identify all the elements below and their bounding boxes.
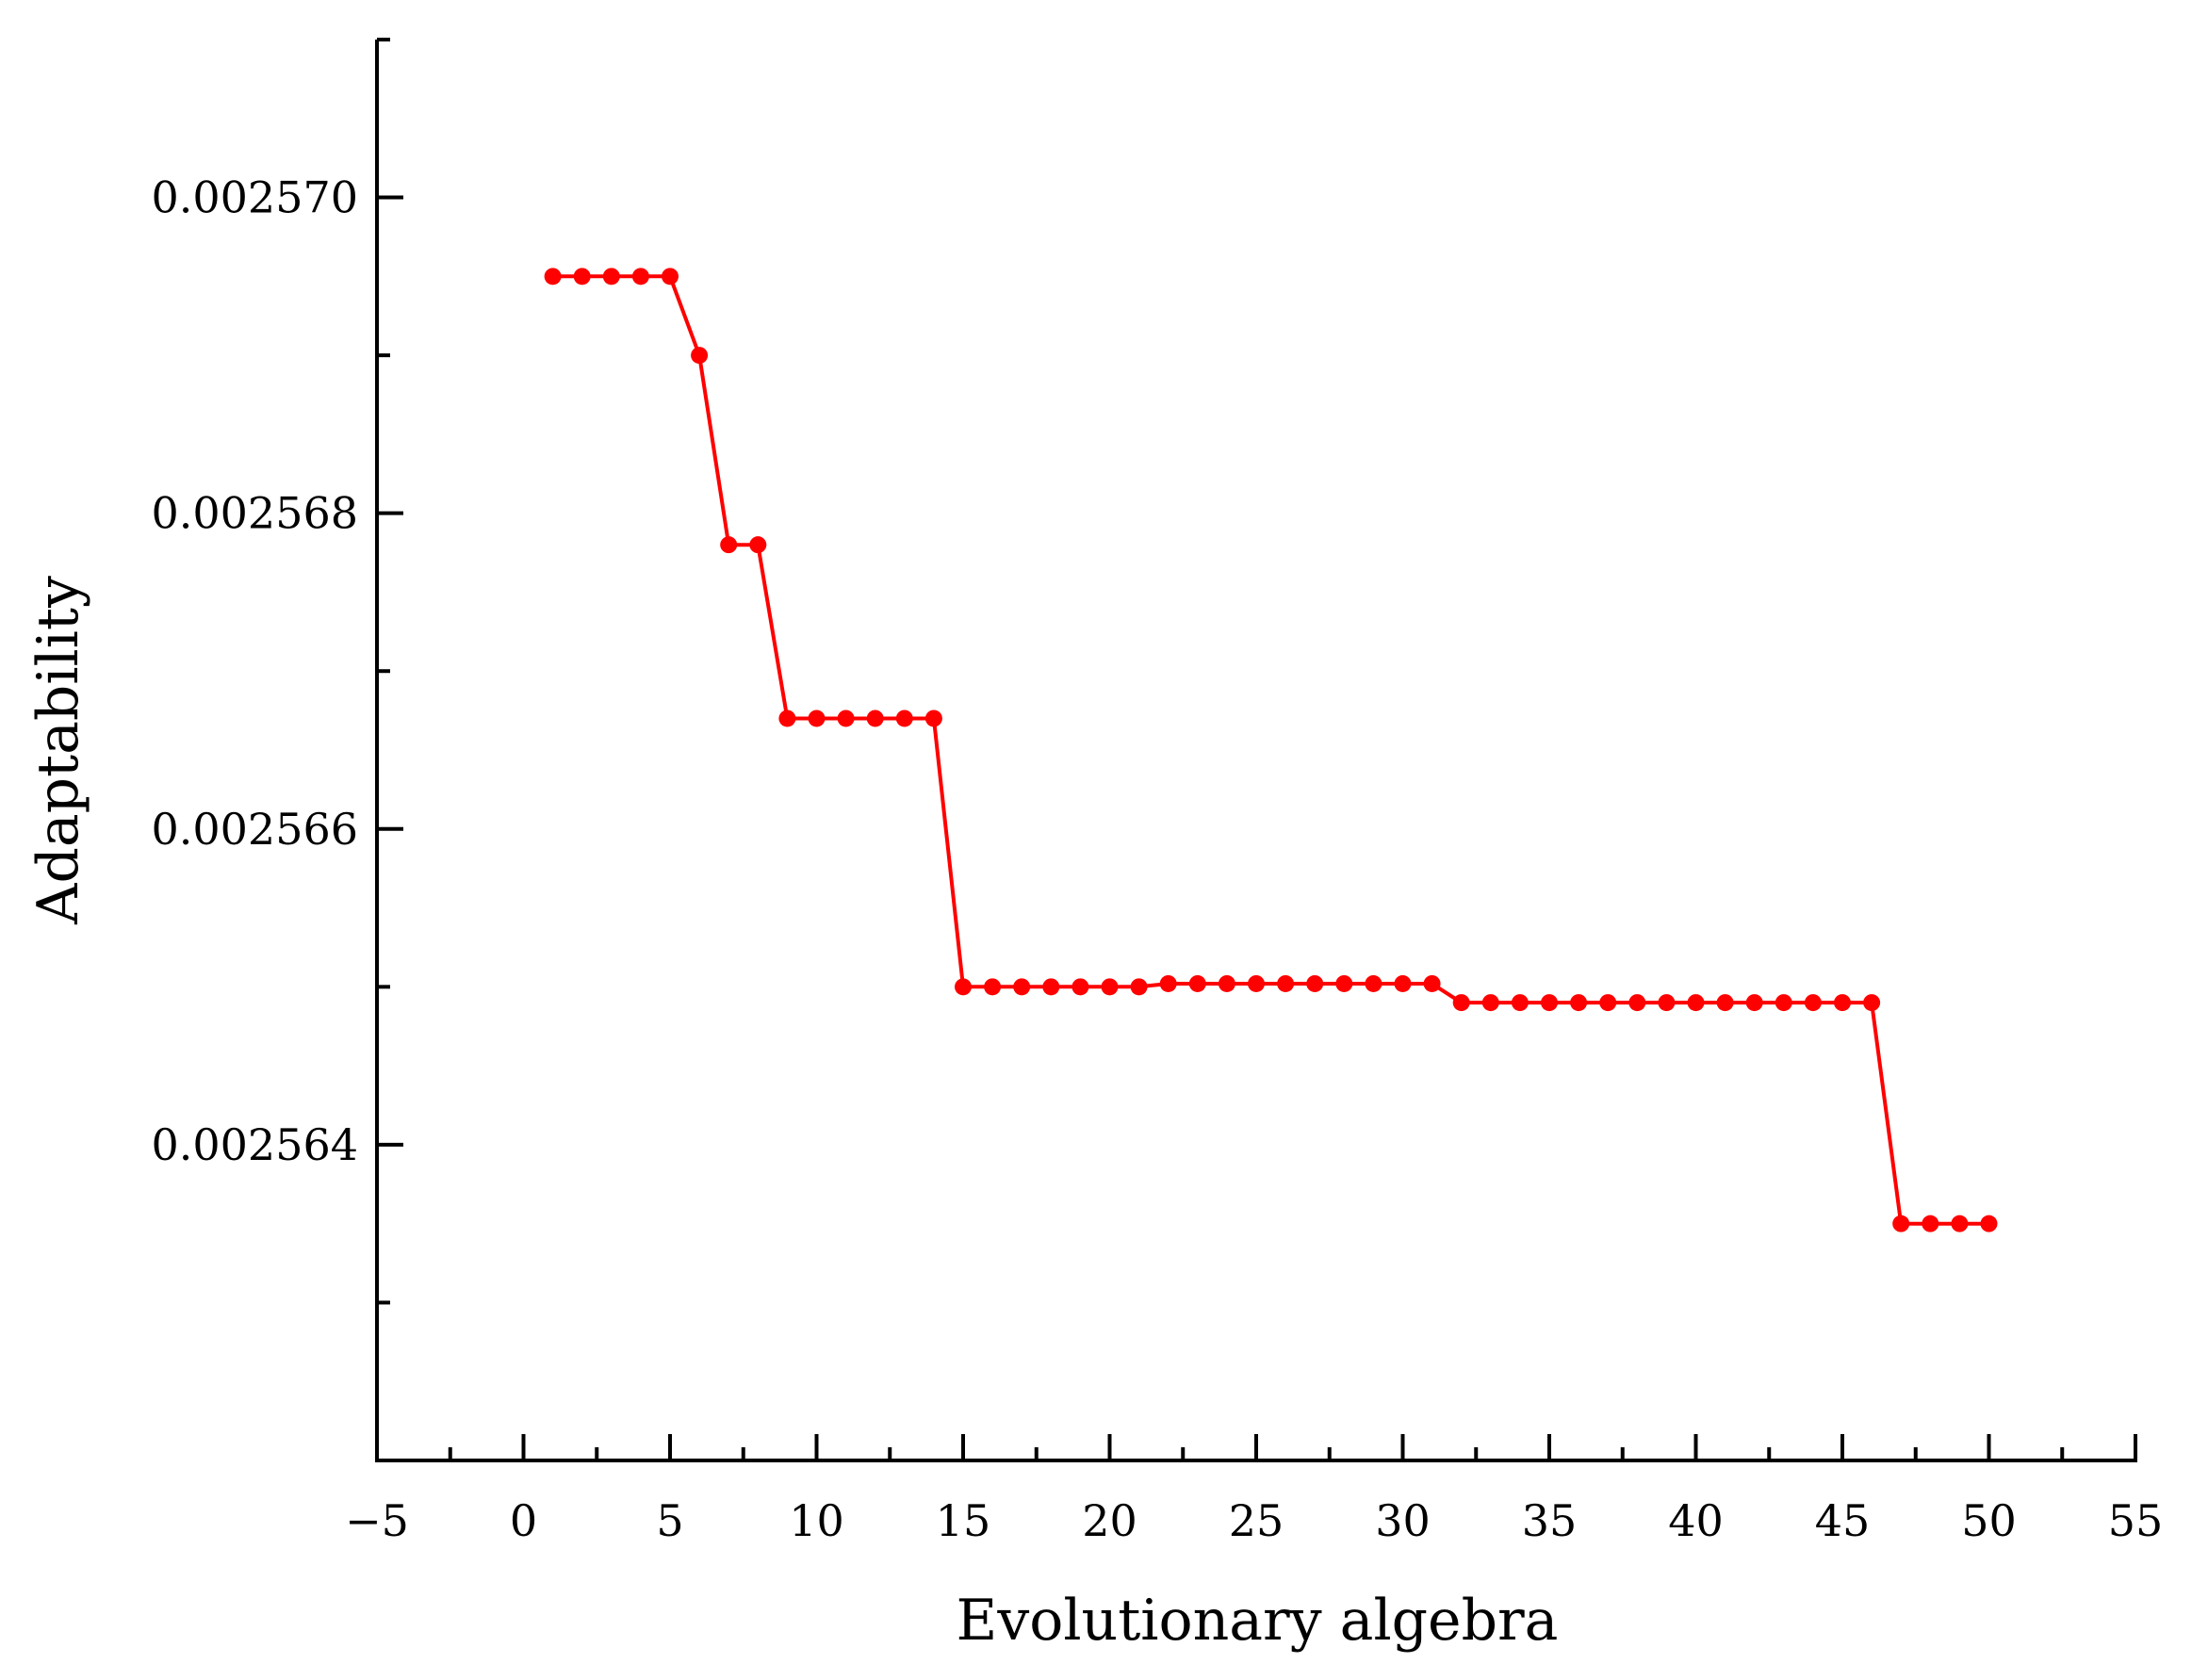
data-point (1511, 994, 1529, 1012)
data-point (1980, 1215, 1998, 1232)
data-point (1101, 978, 1119, 996)
data-point (1452, 994, 1470, 1012)
data-point (1277, 974, 1295, 992)
data-point (749, 536, 767, 554)
x-tick-label: 25 (1229, 1495, 1284, 1546)
data-point (866, 710, 884, 727)
x-tick-label: 55 (2108, 1495, 2164, 1546)
x-tick-label: 40 (1668, 1495, 1724, 1546)
data-point (1570, 994, 1588, 1012)
data-point (1248, 974, 1265, 992)
y-tick-label: 0.002564 (152, 1119, 359, 1170)
x-axis-title: Evolutionary algebra (957, 1588, 1559, 1654)
data-point (1775, 994, 1792, 1012)
x-ticks: −5 0 5 10 15 20 25 30 35 40 45 50 55 (345, 1434, 2163, 1546)
data-point (1042, 978, 1060, 996)
data-point (1745, 994, 1763, 1012)
data-point (1716, 994, 1734, 1012)
data-point (1159, 974, 1177, 992)
data-point (1599, 994, 1617, 1012)
data-point (602, 268, 620, 285)
data-point (1218, 974, 1235, 992)
data-point (895, 710, 913, 727)
data-point (544, 268, 562, 285)
data-point (573, 268, 591, 285)
series-line (552, 274, 1989, 1226)
data-point (1658, 994, 1676, 1012)
y-axis-title: Adaptability (25, 576, 91, 925)
data-point (1423, 974, 1441, 992)
x-tick-label: 20 (1082, 1495, 1137, 1546)
data-point (691, 347, 709, 365)
y-tick-label: 0.002570 (152, 172, 359, 223)
data-point (924, 710, 942, 727)
data-point (1481, 994, 1499, 1012)
y-ticks: 0.002564 0.002566 0.002568 0.002570 (152, 38, 403, 1305)
data-point (955, 978, 972, 996)
data-point (662, 268, 679, 285)
data-point (1804, 994, 1822, 1012)
data-point (778, 710, 796, 727)
series-layer (544, 268, 1998, 1232)
x-tick-label: 35 (1522, 1495, 1578, 1546)
axes (375, 40, 2137, 1462)
x-tick-label: 5 (656, 1495, 683, 1546)
x-tick-label: 30 (1375, 1495, 1431, 1546)
data-point (720, 536, 738, 554)
data-point (837, 710, 855, 727)
data-point (1922, 1215, 1939, 1232)
y-tick-label: 0.002566 (152, 804, 359, 855)
data-point (1863, 994, 1881, 1012)
data-point (1130, 978, 1148, 996)
data-point (1834, 994, 1851, 1012)
y-tick-label: 0.002568 (152, 488, 359, 539)
data-point (1306, 974, 1324, 992)
x-tick-label: 10 (789, 1495, 844, 1546)
data-point (1892, 1215, 1910, 1232)
data-point (984, 978, 1002, 996)
data-point (1335, 974, 1353, 992)
x-tick-label: 45 (1815, 1495, 1871, 1546)
data-point (1013, 978, 1031, 996)
data-point (1951, 1215, 1969, 1232)
data-point (631, 268, 649, 285)
data-point (1071, 978, 1089, 996)
data-point (1628, 994, 1646, 1012)
data-point (1188, 974, 1206, 992)
x-tick-label: 50 (1961, 1495, 2017, 1546)
data-point (1365, 974, 1382, 992)
x-tick-label: −5 (345, 1495, 409, 1546)
data-point (1541, 994, 1558, 1012)
x-tick-label: 0 (510, 1495, 537, 1546)
data-point (808, 710, 826, 727)
data-point (1687, 994, 1705, 1012)
x-tick-label: 15 (936, 1495, 991, 1546)
data-point (1394, 974, 1412, 992)
